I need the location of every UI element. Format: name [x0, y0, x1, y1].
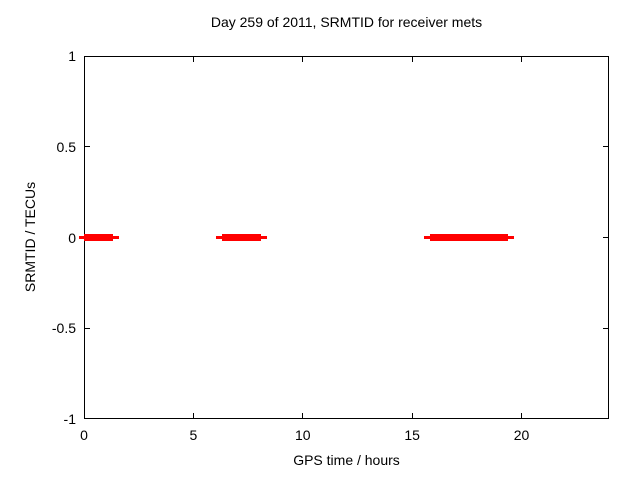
x-tick-label: 10 — [294, 427, 311, 443]
plot-border — [84, 56, 609, 419]
x-tick-label: 20 — [513, 427, 530, 443]
x-tick-mark-top — [302, 56, 304, 62]
y-tick-label: -1 — [63, 411, 76, 427]
y-tick-label: 0.5 — [56, 138, 76, 155]
chart-title: Day 259 of 2011, SRMTID for receiver met… — [210, 14, 483, 30]
x-tick-mark-bottom — [302, 413, 304, 419]
x-tick-mark-top — [192, 56, 194, 62]
y-tick-mark-left — [84, 146, 90, 148]
x-axis-label: GPS time / hours — [293, 452, 400, 468]
x-tick-mark-bottom — [411, 413, 413, 419]
x-tick-label: 15 — [404, 427, 420, 443]
x-tick-mark-top — [521, 56, 522, 62]
y-tick-mark-right — [603, 237, 609, 238]
x-tick-mark-bottom — [192, 413, 194, 419]
data-segment — [84, 234, 114, 241]
y-tick-mark-right — [603, 146, 609, 148]
y-tick-mark-left — [84, 327, 90, 329]
x-tick-label: 0 — [80, 427, 88, 443]
x-tick-mark-bottom — [521, 413, 522, 419]
data-segment — [221, 234, 262, 241]
y-tick-label: -0.5 — [51, 320, 76, 337]
y-tick-label: 0 — [68, 229, 76, 246]
data-segment — [429, 234, 509, 241]
y-tick-label: 1 — [68, 48, 76, 64]
y-tick-mark-right — [603, 327, 609, 329]
x-tick-mark-top — [411, 56, 413, 62]
x-tick-label: 5 — [189, 427, 198, 443]
